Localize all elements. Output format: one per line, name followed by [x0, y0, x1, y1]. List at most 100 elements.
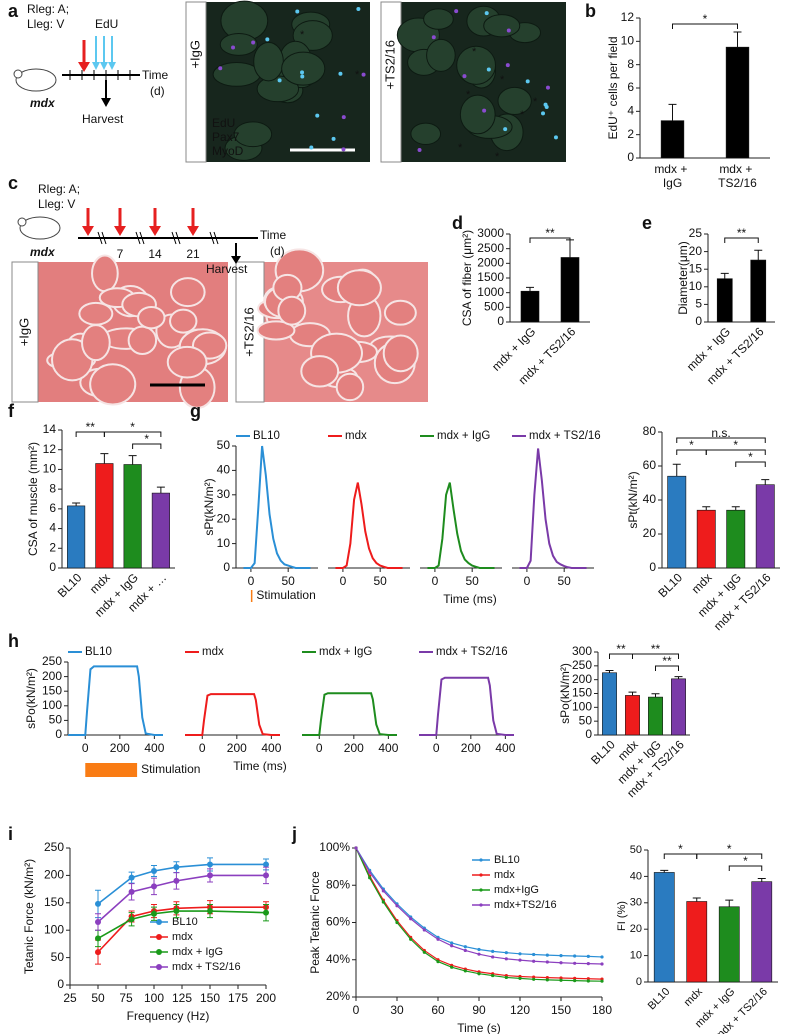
y-tick-label: 0 [57, 977, 64, 991]
y-tick-label: 80 [643, 424, 657, 438]
y-tick-label: 50 [579, 713, 593, 727]
fiber [336, 269, 382, 307]
trace [427, 482, 495, 569]
x-tick-label: 0 [199, 741, 206, 755]
legend-label: mdx + IgG [172, 946, 223, 958]
point [207, 861, 213, 868]
y-axis-label: CSA of muscle (mm²) [26, 442, 40, 556]
x-tick-label: mdx + TS2/16 [718, 162, 757, 190]
nucleus [545, 85, 550, 90]
x-tick-label: BL10 [55, 570, 85, 600]
x-tick-label: 0 [353, 1003, 360, 1017]
x-tick-label: 0 [248, 574, 255, 588]
panel-label: g [190, 401, 201, 421]
point [368, 876, 372, 880]
y-tick-label: 50 [630, 844, 642, 856]
y-tick-label: 6 [49, 501, 56, 515]
y-tick-label: 10 [43, 462, 57, 476]
fiber [169, 277, 206, 308]
nucleus [295, 9, 300, 14]
label-line: mdx + [654, 162, 690, 176]
y-tick-label: 150 [42, 683, 62, 697]
nucleus [300, 70, 305, 75]
point [409, 917, 413, 921]
significance-label: * [703, 12, 708, 26]
nucleus [482, 108, 487, 113]
schematic-text: (d) [270, 244, 285, 258]
y-axis-label: CSA of fiber (μm²) [460, 230, 474, 326]
legend-marker [479, 903, 483, 907]
y-tick-label: 100 [572, 700, 592, 714]
point [545, 978, 549, 982]
schematic-text: Time [142, 68, 169, 82]
legend-marker [479, 873, 483, 877]
legend-label: mdx [172, 931, 193, 943]
fiber [256, 320, 296, 341]
y-tick-label: 0 [49, 560, 56, 574]
significance-bracket [676, 437, 766, 443]
y-tick-label: 6 [627, 80, 634, 94]
timeline-breaks [97, 231, 219, 245]
harvest-arrow-head [101, 98, 111, 107]
y-axis-label: Diameter(μm) [676, 241, 690, 315]
y-tick-label: 80% [326, 877, 350, 891]
x-tick-label: 50 [374, 574, 388, 588]
image-label-strip [380, 1, 402, 163]
y-tick-label: 250 [572, 658, 592, 672]
y-axis-label: sPt(kN/m²) [202, 478, 216, 535]
x-tick-label: 0 [82, 741, 89, 755]
x-tick-label: 150 [551, 1003, 571, 1017]
y-tick-label: 0 [55, 727, 62, 741]
point [491, 973, 495, 978]
image-texture [46, 0, 558, 409]
significance-label: ** [545, 226, 555, 240]
image-label: +TS2/16 [241, 307, 256, 357]
bar [648, 696, 663, 736]
point [173, 877, 180, 884]
point [128, 874, 135, 881]
x-tick-label: 75 [119, 991, 133, 1005]
point [463, 948, 467, 953]
point [491, 949, 495, 953]
x-tick-label: 125 [172, 991, 192, 1005]
point [545, 953, 549, 957]
y-tick-label: 250 [44, 840, 64, 854]
point [573, 961, 577, 965]
fiber [483, 14, 521, 38]
fiber [166, 345, 208, 379]
legend-marker [156, 919, 162, 925]
legend-label: BL10 [253, 430, 280, 442]
y-tick-label: 50 [49, 713, 63, 727]
point [436, 937, 440, 941]
y-axis-label: EdU⁺ cells per field [606, 36, 620, 139]
bar [560, 257, 580, 323]
y-tick-label: 0 [585, 727, 592, 741]
y-tick-label: 2500 [477, 241, 504, 255]
schematic-text: Rleg: A; [38, 182, 80, 196]
point [422, 928, 426, 932]
y-tick-label: 0 [649, 560, 656, 574]
mouse-ear [17, 217, 27, 227]
point [600, 962, 604, 966]
point [545, 960, 549, 964]
y-tick-label: 60% [326, 915, 350, 929]
day-label: 7 [117, 247, 124, 261]
point [477, 952, 481, 956]
error-bar [733, 31, 742, 48]
legend-label: BL10 [172, 916, 198, 928]
bar [718, 906, 740, 983]
point [477, 947, 481, 952]
schematic-text: mdx [30, 96, 56, 110]
panel-label: e [642, 213, 652, 233]
error-bar [757, 878, 766, 882]
bar [520, 290, 540, 323]
x-axis-label: Time (s) [457, 1021, 501, 1034]
y-tick-label: 2 [49, 540, 56, 554]
significance-label: ** [662, 654, 672, 668]
y-tick-label: 12 [43, 442, 57, 456]
fiber [410, 122, 442, 146]
legend-label: mdx [202, 646, 224, 658]
point [173, 908, 180, 915]
point [409, 937, 413, 941]
